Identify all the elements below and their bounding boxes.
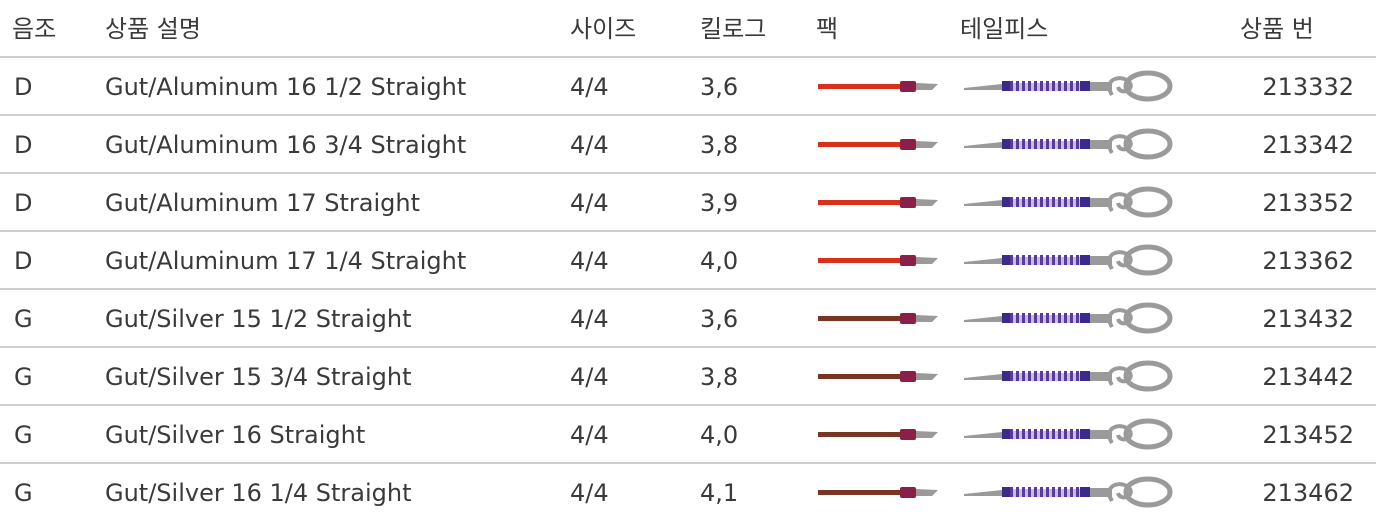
table-cell: G	[14, 481, 33, 505]
product-number: 213352	[1262, 191, 1354, 215]
separator	[0, 288, 1376, 290]
tailpiece-icon	[962, 185, 1177, 221]
header-cell: 상품 설명	[105, 17, 201, 41]
header-cell: 사이즈	[570, 17, 636, 41]
table-cell: 4/4	[570, 365, 609, 389]
header-cell: 킬로그	[700, 17, 766, 41]
table-cell: 4/4	[570, 133, 609, 157]
table-cell: 4/4	[570, 191, 609, 215]
table-cell: Gut/Silver 15 3/4 Straight	[105, 365, 412, 389]
tailpiece-icon	[962, 359, 1177, 395]
table-cell: 3,9	[700, 191, 738, 215]
pack-icon	[816, 135, 941, 155]
header-cell: 테일피스	[960, 17, 1048, 41]
tailpiece-icon	[962, 243, 1177, 279]
pack-icon	[816, 251, 941, 271]
table-cell: 3,6	[700, 307, 738, 331]
table-cell: 4/4	[570, 75, 609, 99]
pack-icon	[816, 77, 941, 97]
table-cell: G	[14, 307, 33, 331]
product-number: 213432	[1262, 307, 1354, 331]
table-cell: 3,6	[700, 75, 738, 99]
table-cell: 4/4	[570, 423, 609, 447]
separator	[0, 114, 1376, 116]
tailpiece-icon	[962, 127, 1177, 163]
table-cell: 4/4	[570, 249, 609, 273]
table-cell: Gut/Aluminum 16 3/4 Straight	[105, 133, 466, 157]
product-number: 213452	[1262, 423, 1354, 447]
product-number: 213362	[1262, 249, 1354, 273]
table-cell: G	[14, 423, 33, 447]
pack-icon	[816, 367, 941, 387]
separator	[0, 404, 1376, 406]
table-cell: D	[14, 191, 32, 215]
table-cell: 3,8	[700, 133, 738, 157]
table-cell: D	[14, 75, 32, 99]
table-cell: 4/4	[570, 307, 609, 331]
pack-icon	[816, 309, 941, 329]
pack-icon	[816, 193, 941, 213]
pack-icon	[816, 483, 941, 503]
table-cell: D	[14, 249, 32, 273]
separator	[0, 172, 1376, 174]
product-number: 213332	[1262, 75, 1354, 99]
table-cell: 4,0	[700, 423, 738, 447]
product-number: 213442	[1262, 365, 1354, 389]
table-cell: Gut/Silver 16 Straight	[105, 423, 365, 447]
tailpiece-icon	[962, 475, 1177, 511]
table-cell: Gut/Silver 16 1/4 Straight	[105, 481, 412, 505]
pack-icon	[816, 425, 941, 445]
table-cell: 3,8	[700, 365, 738, 389]
header-cell: 상품 번	[1240, 17, 1314, 41]
separator	[0, 346, 1376, 348]
table-cell: D	[14, 133, 32, 157]
tailpiece-icon	[962, 301, 1177, 337]
table-cell: 4/4	[570, 481, 609, 505]
separator	[0, 230, 1376, 232]
table-cell: 4,1	[700, 481, 738, 505]
separator	[0, 56, 1376, 58]
product-number: 213342	[1262, 133, 1354, 157]
separator	[0, 462, 1376, 464]
product-number: 213462	[1262, 481, 1354, 505]
table-cell: Gut/Silver 15 1/2 Straight	[105, 307, 412, 331]
table-cell: G	[14, 365, 33, 389]
table-cell: 4,0	[700, 249, 738, 273]
tailpiece-icon	[962, 417, 1177, 453]
header-cell: 팩	[816, 17, 838, 41]
table-cell: Gut/Aluminum 17 Straight	[105, 191, 420, 215]
page: 음조 상품 설명 사이즈 킬로그 팩 테일피스 상품 번 D Gut/Aluminum 16 1…	[0, 0, 1376, 524]
tailpiece-icon	[962, 69, 1177, 105]
table-cell: Gut/Aluminum 16 1/2 Straight	[105, 75, 466, 99]
table-cell: Gut/Aluminum 17 1/4 Straight	[105, 249, 466, 273]
header-cell: 음조	[12, 17, 56, 41]
